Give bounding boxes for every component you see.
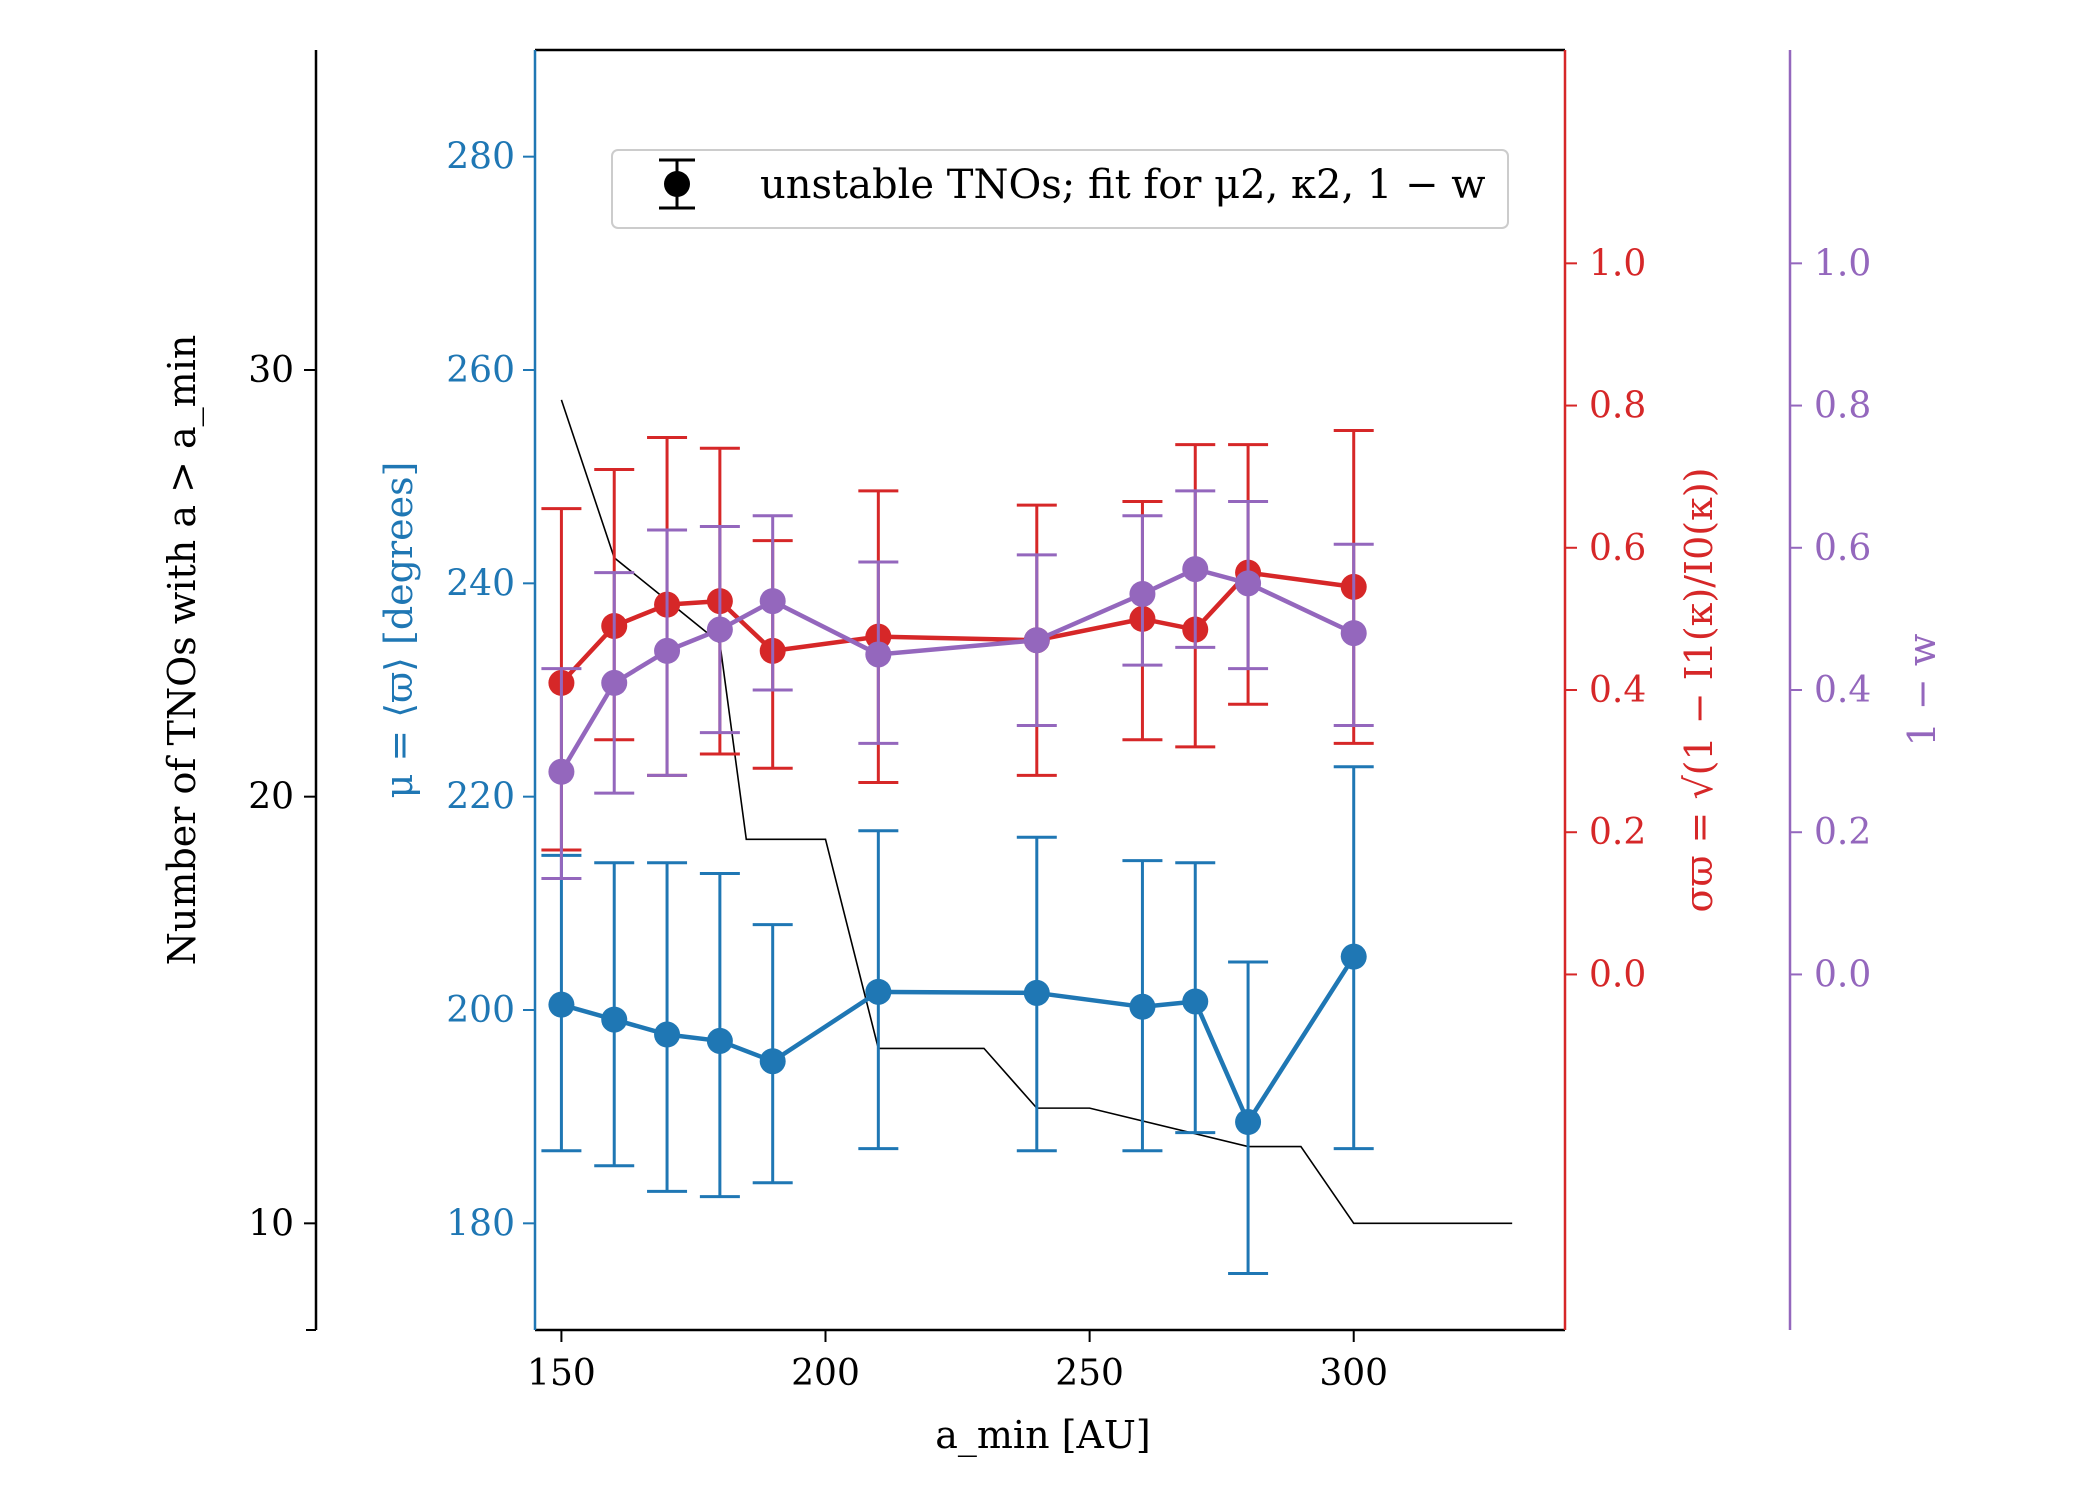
mu-axis-label: μ = ⟨ϖ⟩ [degrees] [377, 462, 421, 799]
w-series [541, 489, 1374, 880]
w-tick-label: 0.0 [1814, 954, 1871, 995]
sigma-axis: σϖ = √(1 − I1(κ)/I0(κ)) 0.0 0.2 0.4 0.6 0.8 1… [1565, 243, 1721, 995]
sigma-tick-label: 0.8 [1589, 386, 1646, 427]
w-point [548, 758, 575, 785]
count-tick-label: 10 [248, 1203, 294, 1244]
x-tick-label: 250 [1055, 1353, 1124, 1394]
w-line [559, 566, 1355, 773]
sigma-tick-label: 1.0 [1589, 243, 1646, 284]
mu-tick-label: 200 [446, 990, 515, 1031]
mu-point [1129, 993, 1156, 1020]
w-point [1129, 581, 1156, 607]
legend-label: unstable TNOs; fit for μ2, κ2, 1 − w [760, 162, 1486, 208]
legend: unstable TNOs; fit for μ2, κ2, 1 − w [611, 149, 1509, 229]
w-point [654, 637, 681, 664]
mu-tick-label: 280 [446, 137, 515, 178]
mu-point [548, 991, 575, 1018]
w-point [1023, 627, 1050, 654]
mu-point [1182, 988, 1209, 1015]
x-axis: a_min [AU] 150 200 250 300 [527, 1330, 1388, 1458]
sigma-line [559, 570, 1355, 685]
count-tick-label: 30 [248, 350, 294, 391]
mu-point [654, 1021, 681, 1048]
w-tick-label: 0.6 [1814, 528, 1871, 569]
count-axis-label: Number of TNOs with a > a_min [160, 335, 205, 966]
sigma-tick-label: 0.2 [1589, 812, 1646, 853]
w-point [759, 588, 786, 615]
w-point [1235, 570, 1262, 597]
x-tick-label: 150 [527, 1353, 596, 1394]
w-point [865, 641, 892, 668]
mu-tick-label: 220 [446, 777, 515, 818]
sigma-axis-label: σϖ = √(1 − I1(κ)/I0(κ)) [1677, 468, 1721, 913]
mu-tick-label: 260 [446, 350, 515, 391]
mu-axis: μ = ⟨ϖ⟩ [degrees] 180 200 220 240 260 280 [377, 137, 535, 1244]
w-point [601, 669, 628, 696]
w-tick-label: 0.8 [1814, 386, 1871, 427]
x-tick-label: 200 [791, 1353, 860, 1394]
mu-point [1340, 943, 1367, 970]
sigma-tick-label: 0.4 [1589, 670, 1646, 711]
plot-frame [533, 48, 1567, 1332]
mu-point [1023, 979, 1050, 1006]
legend-box [611, 149, 1509, 229]
count-tick-label: 20 [248, 777, 294, 818]
sigma-tick-label: 0.0 [1589, 954, 1646, 995]
mu-tick-label: 180 [446, 1203, 515, 1244]
mu-point [601, 1006, 628, 1033]
x-axis-label: a_min [AU] [935, 1413, 1151, 1458]
mu-point [1235, 1109, 1262, 1135]
x-tick-label: 300 [1319, 1353, 1388, 1394]
w-tick-label: 0.4 [1814, 670, 1871, 711]
count-axis: Number of TNOs with a > a_min 10 20 30 [160, 50, 318, 1331]
series-layer [541, 428, 1374, 1275]
w-axis: 1 − w 0.0 0.2 0.4 0.6 0.8 1.0 [1788, 50, 1944, 1330]
mu-series [541, 765, 1374, 1275]
mu-point [865, 978, 892, 1005]
mu-point [706, 1027, 733, 1054]
sigma-tick-label: 0.6 [1589, 528, 1646, 569]
w-axis-label: 1 − w [1900, 633, 1944, 746]
mu-tick-label: 240 [446, 563, 515, 604]
w-tick-label: 0.2 [1814, 812, 1871, 853]
mu-point [759, 1048, 786, 1075]
w-point [1340, 620, 1367, 647]
legend-marker [664, 171, 690, 197]
mu-line [560, 955, 1356, 1125]
w-tick-label: 1.0 [1814, 243, 1871, 284]
w-point [706, 616, 733, 643]
w-point [1182, 556, 1209, 583]
